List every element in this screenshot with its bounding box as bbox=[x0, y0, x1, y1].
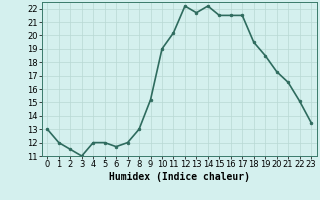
X-axis label: Humidex (Indice chaleur): Humidex (Indice chaleur) bbox=[109, 172, 250, 182]
